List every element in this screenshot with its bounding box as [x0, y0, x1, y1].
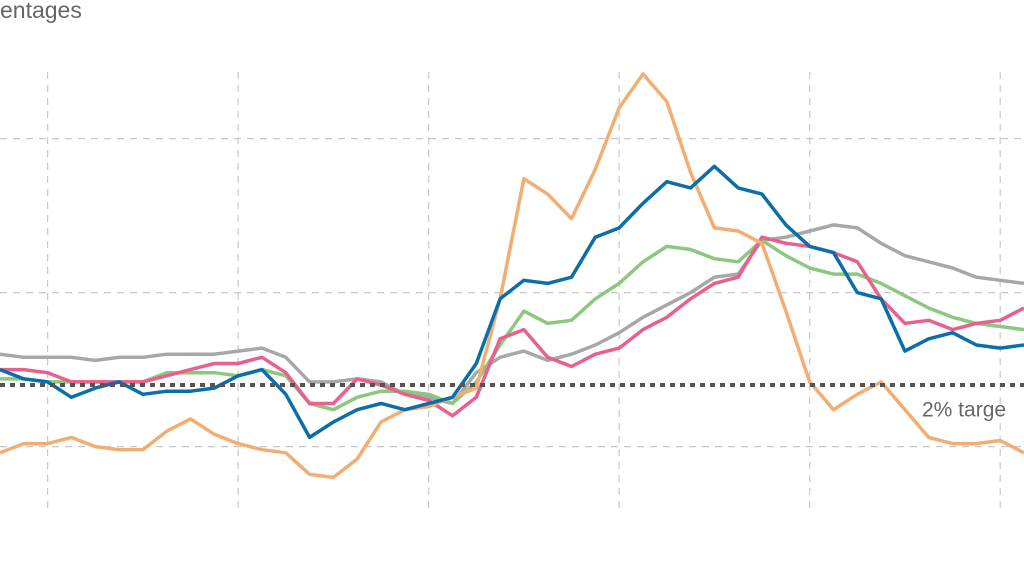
series-line	[0, 238, 1024, 412]
series-line	[0, 164, 1024, 440]
series-line	[0, 72, 1024, 480]
series-line	[0, 235, 1024, 418]
series-line	[0, 223, 1024, 406]
chart-title: entages	[0, 0, 82, 23]
target-label: 2% targe	[922, 399, 1006, 422]
